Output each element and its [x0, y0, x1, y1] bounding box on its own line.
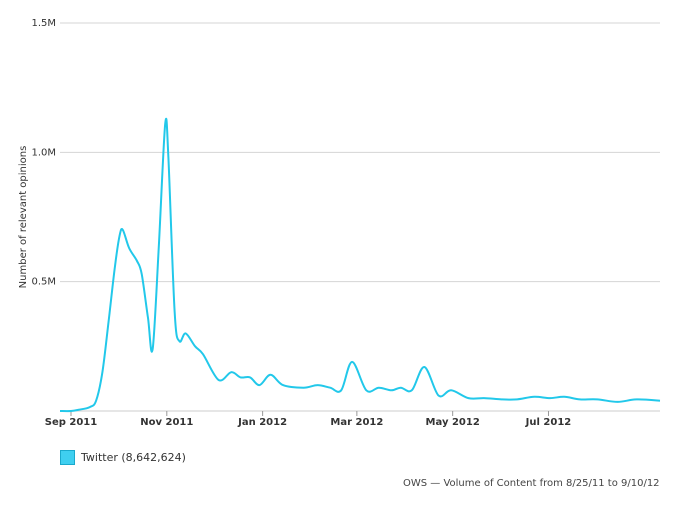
y-tick-label-2: 0.5M — [31, 277, 56, 288]
series-line-0 — [59, 117, 661, 413]
y-axis-ticks: 1.5M 1.0M 0.5M — [31, 18, 56, 288]
x-tick-label-1: Nov 2011 — [140, 417, 193, 428]
legend-label-twitter: Twitter (8,642,624) — [81, 451, 186, 464]
legend[interactable]: Twitter (8,642,624) — [60, 450, 186, 465]
x-tick-label-3: Mar 2012 — [330, 417, 383, 428]
x-axis-ticks: Sep 2011 Nov 2011 Jan 2012 Mar 2012 May 2012… — [45, 411, 572, 428]
grid-lines — [60, 22, 660, 283]
series-group — [59, 117, 661, 413]
chart-credit: OWS — Volume of Content from 8/25/11 to … — [403, 478, 660, 489]
x-tick-label-2: Jan 2012 — [237, 417, 287, 428]
x-tick-label-0: Sep 2011 — [45, 417, 97, 428]
x-tick-label-5: Jul 2012 — [525, 417, 572, 428]
x-tick-label-4: May 2012 — [426, 417, 480, 428]
y-tick-label-0: 1.5M — [31, 18, 56, 29]
line-chart: 1.5M 1.0M 0.5M Sep 2011 Nov 2011 Jan 2012 Mar… — [18, 18, 661, 428]
y-axis-label: Number of relevant opinions — [18, 146, 29, 289]
y-tick-label-1: 1.0M — [31, 147, 56, 158]
legend-swatch-twitter — [60, 450, 75, 465]
